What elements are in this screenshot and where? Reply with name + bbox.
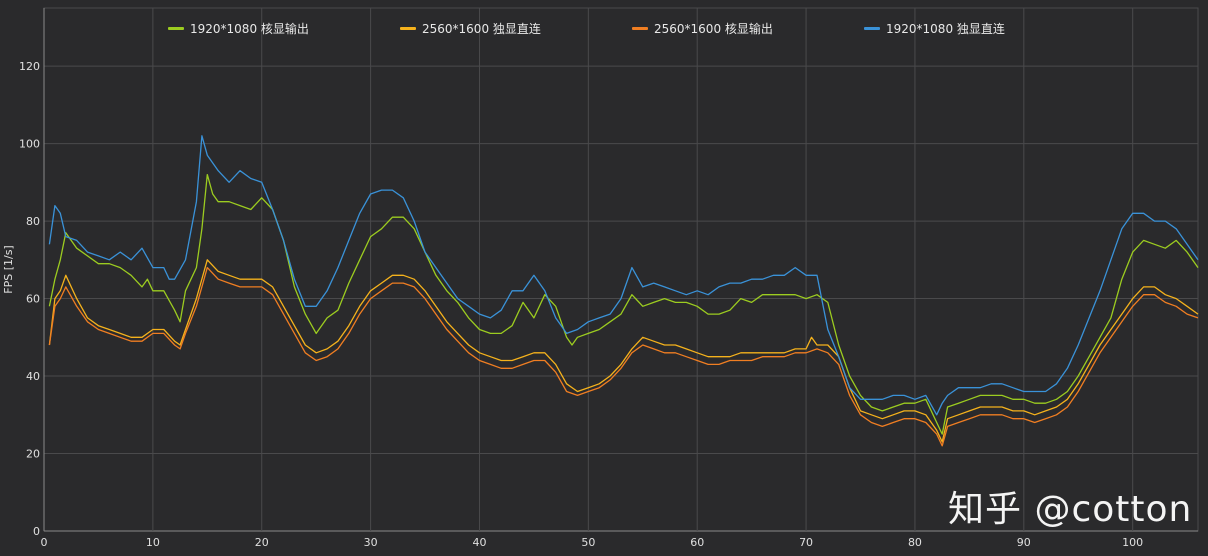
y-tick-label: 100 [19, 138, 40, 151]
series-line-2 [48, 259, 1199, 443]
x-tick-label: 50 [581, 536, 595, 549]
legend-label-1: 1920*1080 核显输出 [190, 22, 309, 36]
y-tick-label: 20 [26, 448, 40, 461]
legend-label-3: 2560*1600 核显输出 [654, 22, 773, 36]
y-tick-label: 120 [19, 60, 40, 73]
legend-item-3: 2560*1600 核显输出 [632, 20, 773, 37]
series-line-3 [48, 266, 1199, 447]
series-line-1 [48, 173, 1199, 435]
x-tick-label: 30 [364, 536, 378, 549]
x-tick-label: 20 [255, 536, 269, 549]
x-tick-label: 90 [1017, 536, 1031, 549]
y-axis-label: FPS [1/s] [2, 245, 15, 293]
legend-label-4: 1920*1080 独显直连 [886, 22, 1005, 36]
y-tick-label: 60 [26, 293, 40, 306]
chart-legend: 1920*1080 核显输出 2560*1600 独显直连 2560*1600 … [0, 20, 1208, 38]
legend-swatch-1 [168, 27, 184, 30]
y-tick-label: 40 [26, 370, 40, 383]
legend-item-1: 1920*1080 核显输出 [168, 20, 309, 37]
legend-item-2: 2560*1600 独显直连 [400, 20, 541, 37]
y-tick-label: 80 [26, 215, 40, 228]
legend-swatch-4 [864, 27, 880, 30]
y-tick-label: 0 [33, 525, 40, 538]
legend-swatch-3 [632, 27, 648, 30]
x-tick-label: 40 [472, 536, 486, 549]
watermark: 知乎 @cotton [948, 489, 1193, 530]
legend-item-4: 1920*1080 独显直连 [864, 20, 1005, 37]
legend-swatch-2 [400, 27, 416, 30]
x-tick-label: 60 [690, 536, 704, 549]
x-tick-label: 70 [799, 536, 813, 549]
x-tick-label: 0 [41, 536, 48, 549]
series-line-4 [48, 135, 1199, 416]
legend-label-2: 2560*1600 独显直连 [422, 22, 541, 36]
x-tick-label: 100 [1122, 536, 1143, 549]
x-tick-label: 10 [146, 536, 160, 549]
x-tick-label: 80 [908, 536, 922, 549]
